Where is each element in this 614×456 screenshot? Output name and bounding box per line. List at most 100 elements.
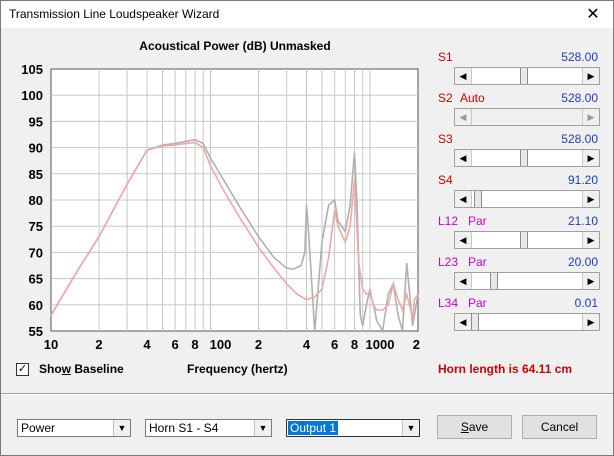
cancel-button[interactable]: Cancel [522, 415, 597, 439]
slider-value: 0.01 [574, 296, 598, 310]
slider-thumb[interactable] [519, 68, 528, 84]
series-line [50, 141, 419, 321]
slider-l34: L34 Par 0.01 ◀ ▶ [438, 296, 600, 334]
chevron-down-icon[interactable]: ▼ [113, 420, 130, 436]
y-tick-label: 75 [29, 219, 43, 234]
y-tick-label: 95 [29, 114, 43, 129]
y-tick-label: 65 [29, 272, 43, 287]
x-axis-label: Frequency (hertz) [187, 362, 288, 376]
x-tick-label: 6 [331, 337, 338, 352]
arrow-left-icon[interactable]: ◀ [455, 273, 472, 289]
horn-select-value: Horn S1 - S4 [149, 421, 219, 435]
chart-title: Acoustical Power (dB) Unmasked [139, 39, 331, 53]
horn-length-readout: Horn length is 64.11 cm [438, 362, 573, 376]
window-title: Transmission Line Loudspeaker Wizard [9, 7, 220, 21]
title-bar: Transmission Line Loudspeaker Wizard ✕ [1, 1, 613, 28]
slider-value: 528.00 [561, 50, 598, 64]
arrow-left-icon: ◀ [455, 109, 472, 125]
slider-track: ◀ ▶ [454, 108, 600, 126]
mode-select[interactable]: Power ▼ [17, 419, 131, 437]
y-tick-label: 90 [29, 141, 43, 156]
y-tick-label: 80 [29, 193, 43, 208]
x-tick-label: 8 [351, 337, 358, 352]
chevron-down-icon[interactable]: ▼ [254, 420, 271, 436]
slider-label: L34 [438, 296, 459, 310]
output-select[interactable]: Output 1 ▼ [286, 419, 420, 437]
slider-track[interactable]: ◀ ▶ [454, 231, 600, 249]
slider-mode-label: Auto [460, 91, 485, 105]
show-baseline-label[interactable]: Show Baseline [39, 362, 124, 376]
y-tick-label: 55 [29, 324, 43, 339]
x-tick-label: 4 [143, 337, 151, 352]
arrow-right-icon: ▶ [582, 109, 599, 125]
arrow-left-icon[interactable]: ◀ [455, 150, 472, 166]
save-button[interactable]: Save [437, 415, 512, 439]
arrow-right-icon[interactable]: ▶ [582, 314, 599, 330]
slider-label: S2 [438, 91, 453, 105]
label-part: Sho [39, 362, 62, 376]
slider-l12: L12 Par 21.10 ◀ ▶ [438, 214, 600, 252]
output-select-value: Output 1 [288, 421, 339, 435]
slider-value: 20.00 [567, 255, 598, 269]
arrow-left-icon[interactable]: ◀ [455, 232, 472, 248]
arrow-left-icon[interactable]: ◀ [455, 314, 472, 330]
chevron-down-icon[interactable]: ▼ [402, 420, 419, 436]
x-tick-label: 10 [44, 337, 58, 352]
slider-s2: S2 Auto 528.00 ◀ ▶ [438, 91, 600, 129]
y-tick-label: 60 [29, 298, 43, 313]
slider-thumb[interactable] [474, 191, 483, 207]
slider-label: S3 [438, 132, 453, 146]
label-part: Baseline [71, 362, 124, 376]
slider-s4: S4 91.20 ◀ ▶ [438, 173, 600, 211]
slider-label: L23 [438, 255, 459, 269]
slider-mode-label: Par [468, 214, 487, 228]
x-tick-label: 1000 [366, 337, 395, 352]
y-tick-label: 85 [29, 167, 43, 182]
arrow-right-icon[interactable]: ▶ [582, 273, 599, 289]
x-tick-label: 4 [303, 337, 311, 352]
x-tick-label: 2 [413, 337, 420, 352]
y-tick-label: 100 [21, 88, 43, 103]
slider-value: 528.00 [561, 91, 598, 105]
y-tick-label: 70 [29, 245, 43, 260]
slider-thumb[interactable] [489, 273, 498, 289]
arrow-left-icon[interactable]: ◀ [455, 68, 472, 84]
arrow-right-icon[interactable]: ▶ [582, 150, 599, 166]
arrow-right-icon[interactable]: ▶ [582, 232, 599, 248]
show-baseline-checkbox[interactable]: ✓ [16, 363, 29, 376]
x-tick-label: 6 [171, 337, 178, 352]
label-part: w [61, 362, 72, 376]
y-tick-label: 105 [21, 62, 43, 77]
slider-track[interactable]: ◀ ▶ [454, 272, 600, 290]
horn-select[interactable]: Horn S1 - S4 ▼ [145, 419, 272, 437]
slider-mode-label: Par [468, 296, 487, 310]
save-label: ave [468, 420, 489, 434]
slider-thumb[interactable] [471, 314, 479, 330]
slider-thumb[interactable] [519, 232, 528, 248]
slider-thumb[interactable] [519, 150, 528, 166]
slider-label: S4 [438, 173, 453, 187]
arrow-right-icon[interactable]: ▶ [582, 68, 599, 84]
slider-label: L12 [438, 214, 459, 228]
slider-track[interactable]: ◀ ▶ [454, 149, 600, 167]
arrow-left-icon[interactable]: ◀ [455, 191, 472, 207]
slider-value: 21.10 [567, 214, 598, 228]
x-tick-label: 100 [210, 337, 232, 352]
slider-track[interactable]: ◀ ▶ [454, 67, 600, 85]
x-tick-label: 2 [255, 337, 262, 352]
divider [1, 393, 613, 395]
x-tick-label: 8 [191, 337, 198, 352]
slider-value: 91.20 [567, 173, 598, 187]
slider-s3: S3 528.00 ◀ ▶ [438, 132, 600, 170]
slider-track[interactable]: ◀ ▶ [454, 313, 600, 331]
series-line [50, 138, 419, 334]
slider-s1: S1 528.00 ◀ ▶ [438, 50, 600, 88]
slider-mode-label: Par [468, 255, 487, 269]
close-icon[interactable]: ✕ [586, 6, 600, 23]
slider-label: S1 [438, 50, 453, 64]
save-label-accel: S [460, 420, 469, 434]
slider-track[interactable]: ◀ ▶ [454, 190, 600, 208]
x-tick-label: 2 [95, 337, 102, 352]
arrow-right-icon[interactable]: ▶ [582, 191, 599, 207]
